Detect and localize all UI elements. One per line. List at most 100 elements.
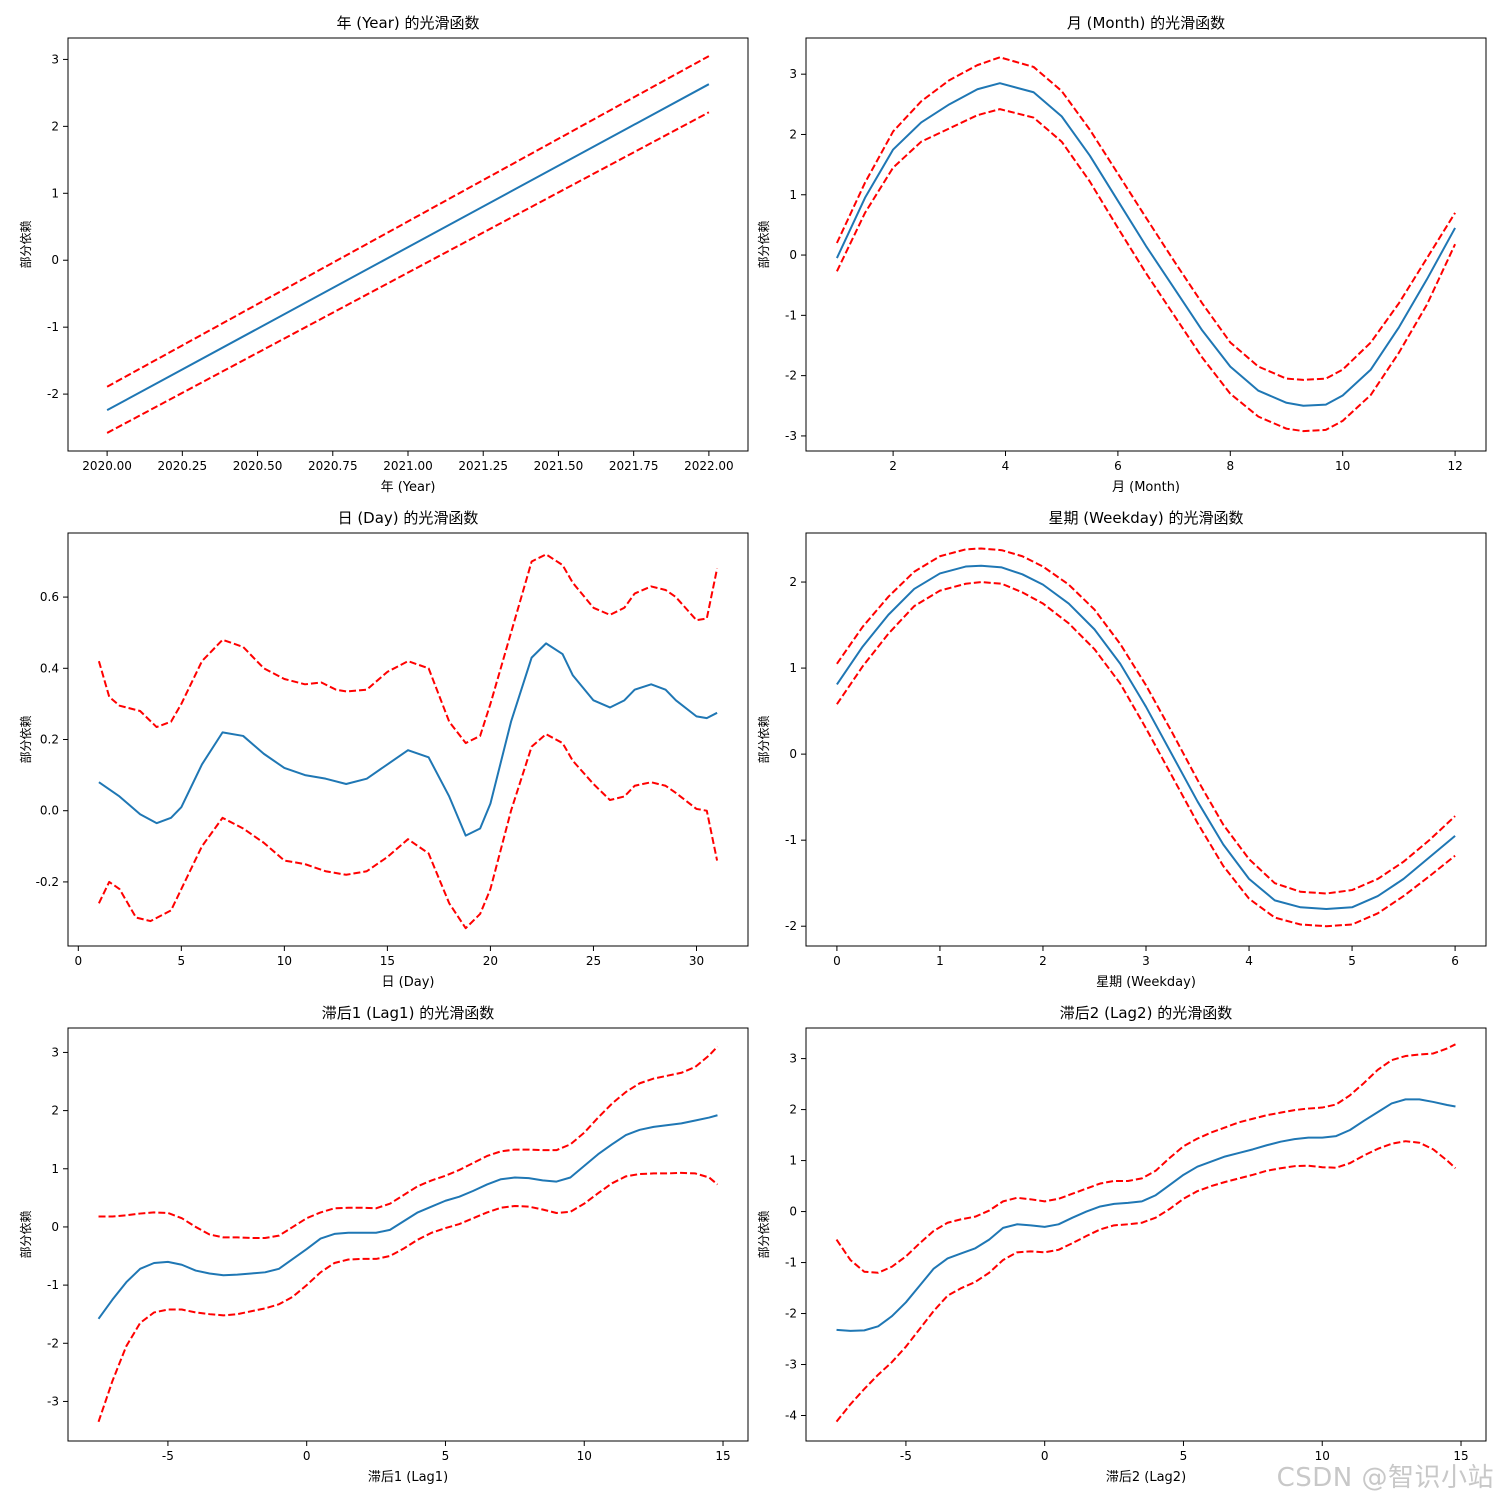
y-tick-label: 1 [789, 661, 797, 675]
x-tick-label: 15 [715, 1449, 730, 1463]
watermark: CSDN @智识小站 [1276, 1463, 1494, 1493]
y-tick-label: 3 [789, 67, 797, 81]
x-axis-label: 滞后1 (Lag1) [368, 1470, 448, 1485]
x-axis-label: 星期 (Weekday) [1096, 975, 1196, 990]
x-tick-label: 5 [178, 954, 186, 968]
y-tick-label: 2 [51, 119, 59, 133]
series-lower [106, 111, 710, 434]
x-tick-label: 5 [442, 1449, 450, 1463]
x-tick-label: 10 [1315, 1449, 1330, 1463]
x-axis-label: 日 (Day) [382, 975, 435, 990]
y-axis-label: 部分依赖 [18, 715, 33, 763]
y-tick-label: 2 [789, 575, 797, 589]
y-tick-label: 0 [789, 747, 797, 761]
series-lower [98, 733, 719, 930]
chart-panel-6: 滞后2 (Lag2) 的光滑函数 -5 0 5 10 15 -4 -3 -2 -1 0 1 2 3 滞后2 … [756, 1004, 1487, 1485]
x-tick-label: 12 [1447, 459, 1462, 473]
x-tick-label: 2020.00 [82, 459, 132, 473]
x-tick-label: 10 [577, 1449, 592, 1463]
y-tick-label: 3 [789, 1052, 797, 1066]
chart-title: 日 (Day) 的光滑函数 [338, 509, 479, 527]
series-lower [836, 581, 1456, 928]
y-tick-label: -1 [785, 1256, 797, 1270]
y-tick-label: 2 [789, 1103, 797, 1117]
y-axis-label: 部分依赖 [18, 220, 33, 268]
y-tick-label: 0.4 [40, 661, 59, 675]
x-tick-label: 6 [1451, 954, 1459, 968]
x-tick-label: 3 [1142, 954, 1150, 968]
x-tick-label: 5 [1348, 954, 1356, 968]
x-tick-label: 2021.75 [609, 459, 659, 473]
y-axis-label: 部分依赖 [756, 1210, 771, 1258]
chart-title: 月 (Month) 的光滑函数 [1067, 14, 1225, 32]
x-tick-label: 2021.50 [534, 459, 584, 473]
y-axis-label: 部分依赖 [756, 715, 771, 763]
y-tick-label: -2 [785, 369, 797, 383]
series-smooth [97, 1114, 718, 1320]
series-smooth [106, 83, 710, 412]
y-tick-label: 0 [789, 248, 797, 262]
x-tick-label: 8 [1226, 459, 1234, 473]
y-tick-label: -3 [785, 1358, 797, 1372]
series-smooth [836, 82, 1456, 407]
y-tick-label: 0 [51, 253, 59, 267]
y-tick-label: 3 [51, 52, 59, 66]
y-axis-label: 部分依赖 [756, 220, 771, 268]
y-tick-label: 0.2 [40, 733, 59, 747]
x-tick-label: 2 [889, 459, 897, 473]
y-tick-label: -1 [785, 833, 797, 847]
x-tick-label: 15 [1453, 1449, 1468, 1463]
x-tick-label: 2020.50 [233, 459, 283, 473]
y-tick-label: 0.0 [40, 804, 59, 818]
x-tick-label: 1 [936, 954, 944, 968]
y-tick-label: 0 [51, 1220, 59, 1234]
series-lower [835, 1140, 1457, 1423]
chart-title: 滞后1 (Lag1) 的光滑函数 [322, 1004, 494, 1022]
chart-panel-3: 日 (Day) 的光滑函数 0 5 10 15 20 25 30 -0.2 0.0 0.2 0.4 0.… [18, 509, 749, 990]
x-tick-label: 15 [380, 954, 395, 968]
plot-frame [805, 1027, 1487, 1442]
y-tick-label: -2 [47, 387, 59, 401]
x-tick-label: 2021.00 [383, 459, 433, 473]
x-axis-label: 年 (Year) [381, 480, 436, 495]
y-tick-label: -3 [47, 1394, 59, 1408]
series-upper [836, 56, 1456, 381]
plot-frame [67, 1027, 749, 1442]
x-tick-label: 6 [1114, 459, 1122, 473]
y-tick-label: -0.2 [36, 875, 59, 889]
chart-panel-1: 年 (Year) 的光滑函数 2020.00 2020.25 2020.50 2020.… [18, 14, 749, 495]
y-tick-label: 2 [789, 127, 797, 141]
x-tick-label: 2020.75 [308, 459, 358, 473]
x-tick-label: 4 [1245, 954, 1253, 968]
x-tick-label: 5 [1180, 1449, 1188, 1463]
y-tick-label: 3 [51, 1045, 59, 1059]
x-tick-label: 0 [1041, 1449, 1049, 1463]
y-tick-label: 1 [51, 186, 59, 200]
series-smooth [98, 642, 718, 837]
y-tick-label: 1 [51, 1162, 59, 1176]
x-axis-label: 月 (Month) [1112, 480, 1180, 495]
y-tick-label: -1 [785, 308, 797, 322]
y-tick-label: 1 [789, 188, 797, 202]
series-upper [97, 553, 719, 745]
x-tick-label: -5 [162, 1449, 174, 1463]
series-smooth [836, 1098, 1456, 1332]
series-upper [98, 1045, 719, 1239]
y-axis-label: 部分依赖 [18, 1210, 33, 1258]
x-tick-label: 0 [833, 954, 841, 968]
chart-title: 年 (Year) 的光滑函数 [337, 14, 480, 32]
chart-title: 滞后2 (Lag2) 的光滑函数 [1060, 1004, 1232, 1022]
y-tick-label: 0 [789, 1205, 797, 1219]
x-tick-label: -5 [900, 1449, 912, 1463]
plot-frame [805, 37, 1487, 452]
y-tick-label: -2 [785, 919, 797, 933]
x-tick-label: 2021.25 [458, 459, 508, 473]
series-upper [106, 55, 710, 388]
x-tick-label: 25 [586, 954, 601, 968]
plot-frame [805, 532, 1487, 947]
x-tick-label: 2020.25 [158, 459, 208, 473]
x-tick-label: 10 [1335, 459, 1350, 473]
series-upper [835, 1043, 1456, 1274]
